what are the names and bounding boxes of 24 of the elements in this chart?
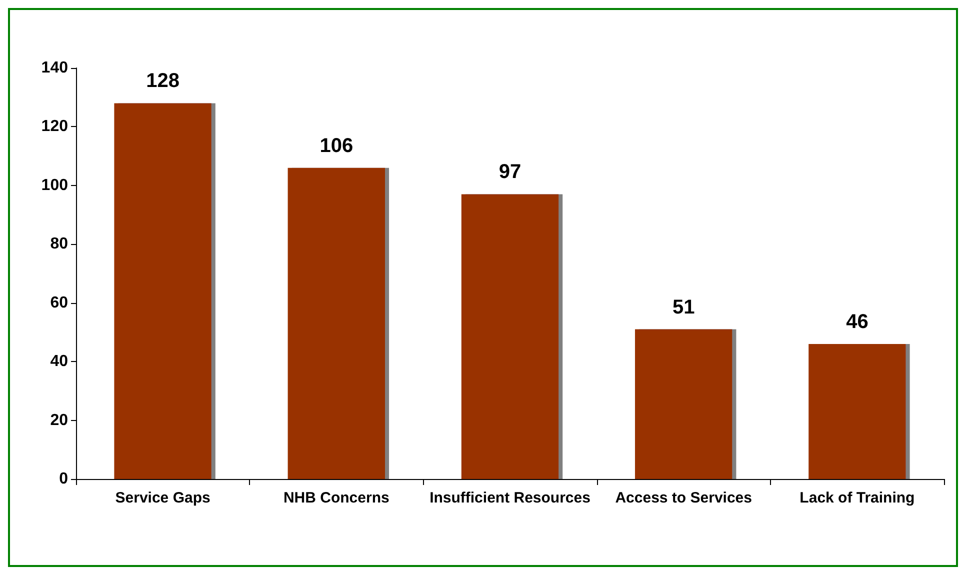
x-tick-label: Insufficient Resources [430,490,590,506]
data-label: 51 [672,296,695,318]
data-label: 106 [320,134,354,157]
x-tick-label: Service Gaps [115,490,210,506]
x-tick-label: Access to Services [615,490,752,506]
y-tick-label: 0 [59,470,68,488]
data-label: 97 [498,161,522,184]
y-tick-label: 40 [50,353,68,370]
data-label: 128 [146,70,180,92]
bar [461,194,559,479]
y-tick-label: 80 [50,236,68,253]
y-tick-label: 140 [41,60,68,76]
bar [114,103,212,479]
frame-border: 0 20 40 60 80 100 120 140 Service Gaps NHB Concerns Insufficient Resources Access to Services Lack of Training 128 106 97 51 46 [8,8,958,567]
bar [808,344,906,479]
x-tick-label: NHB Concerns [283,490,390,506]
y-tick-label: 60 [50,294,68,312]
y-tick-label: 120 [41,118,68,136]
data-label: 46 [846,310,868,333]
bar [288,168,386,479]
bar [634,329,732,479]
y-tick-label: 100 [41,176,68,194]
y-tick-label: 20 [50,412,68,429]
x-tick-label: Lack of Training [800,490,915,506]
